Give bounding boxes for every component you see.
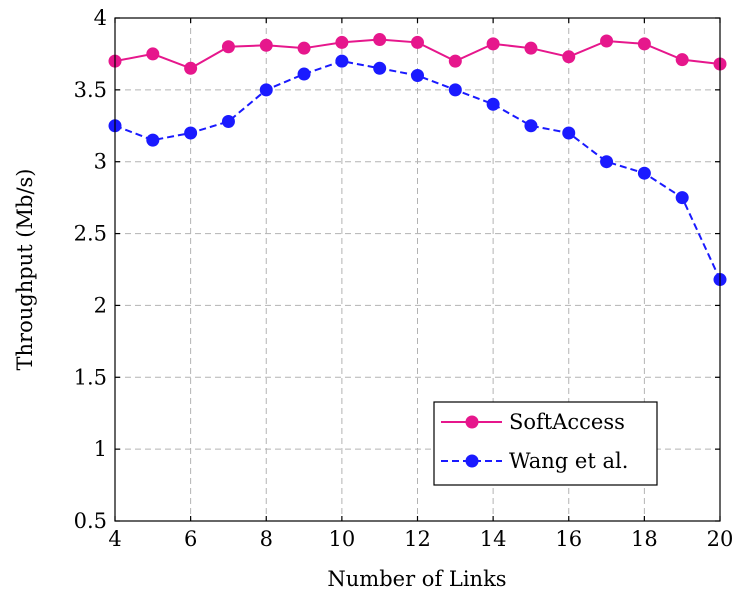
data-point-softaccess: [411, 35, 424, 49]
legend-label-wang: Wang et al.: [509, 449, 628, 473]
legend-marker-wang: [465, 454, 479, 468]
data-point-wang-et-al: [524, 119, 538, 133]
y-tick-label: 1: [94, 437, 107, 461]
x-tick-label: 20: [707, 527, 733, 551]
y-tick-label: 0.5: [74, 509, 107, 533]
x-tick-label: 12: [404, 527, 431, 551]
x-tick-label: 4: [108, 527, 121, 551]
data-point-wang-et-al: [259, 83, 273, 97]
data-point-wang-et-al: [297, 67, 311, 81]
legend: SoftAccess Wang et al.: [433, 401, 658, 486]
data-point-softaccess: [562, 50, 576, 64]
data-point-wang-et-al: [221, 114, 235, 128]
x-axis-label: Number of Links: [327, 567, 506, 591]
x-tick-label: 16: [555, 527, 582, 551]
data-point-softaccess: [486, 37, 500, 51]
y-tick-label: 1.5: [74, 365, 107, 389]
axis-ticks: [114, 17, 721, 522]
data-point-wang-et-al: [675, 191, 689, 205]
data-point-softaccess: [146, 47, 160, 61]
data-point-softaccess: [297, 41, 311, 55]
y-tick-label: 4: [94, 6, 107, 30]
y-tick-label: 2.5: [74, 222, 107, 246]
y-tick-label: 2: [94, 293, 107, 317]
series-layer: [108, 33, 727, 287]
data-point-softaccess: [259, 38, 273, 52]
data-point-wang-et-al: [411, 68, 424, 82]
data-point-softaccess: [373, 33, 387, 47]
x-tick-label: 10: [329, 527, 356, 551]
x-tick-label: 14: [480, 527, 507, 551]
data-point-wang-et-al: [486, 97, 500, 111]
data-point-wang-et-al: [637, 166, 651, 180]
data-point-softaccess: [524, 41, 538, 55]
legend-label-softaccess: SoftAccess: [509, 410, 625, 434]
x-tick-label: 6: [184, 527, 197, 551]
data-point-wang-et-al: [184, 126, 198, 140]
data-point-softaccess: [335, 35, 349, 49]
y-tick-label: 3.5: [74, 78, 107, 102]
data-point-softaccess: [221, 40, 235, 54]
data-point-wang-et-al: [335, 54, 349, 68]
tick-labels: 4 6 8 10 12 14 16 18 20 0.5 1 1.5 2 2.5 3 3.5 4: [74, 6, 733, 551]
data-point-wang-et-al: [562, 126, 576, 140]
data-point-softaccess: [184, 61, 198, 75]
y-tick-label: 3: [94, 150, 107, 174]
data-point-wang-et-al: [448, 83, 462, 97]
data-point-softaccess: [600, 34, 614, 48]
data-point-softaccess: [448, 54, 462, 68]
legend-marker-softaccess: [465, 415, 479, 429]
x-tick-label: 8: [260, 527, 273, 551]
data-point-softaccess: [675, 53, 689, 67]
data-point-softaccess: [637, 37, 651, 51]
data-point-wang-et-al: [146, 133, 160, 147]
y-axis-label: Throughput (Mb/s): [13, 169, 37, 371]
data-point-wang-et-al: [600, 155, 614, 169]
x-tick-label: 18: [631, 527, 658, 551]
data-point-wang-et-al: [373, 61, 387, 75]
